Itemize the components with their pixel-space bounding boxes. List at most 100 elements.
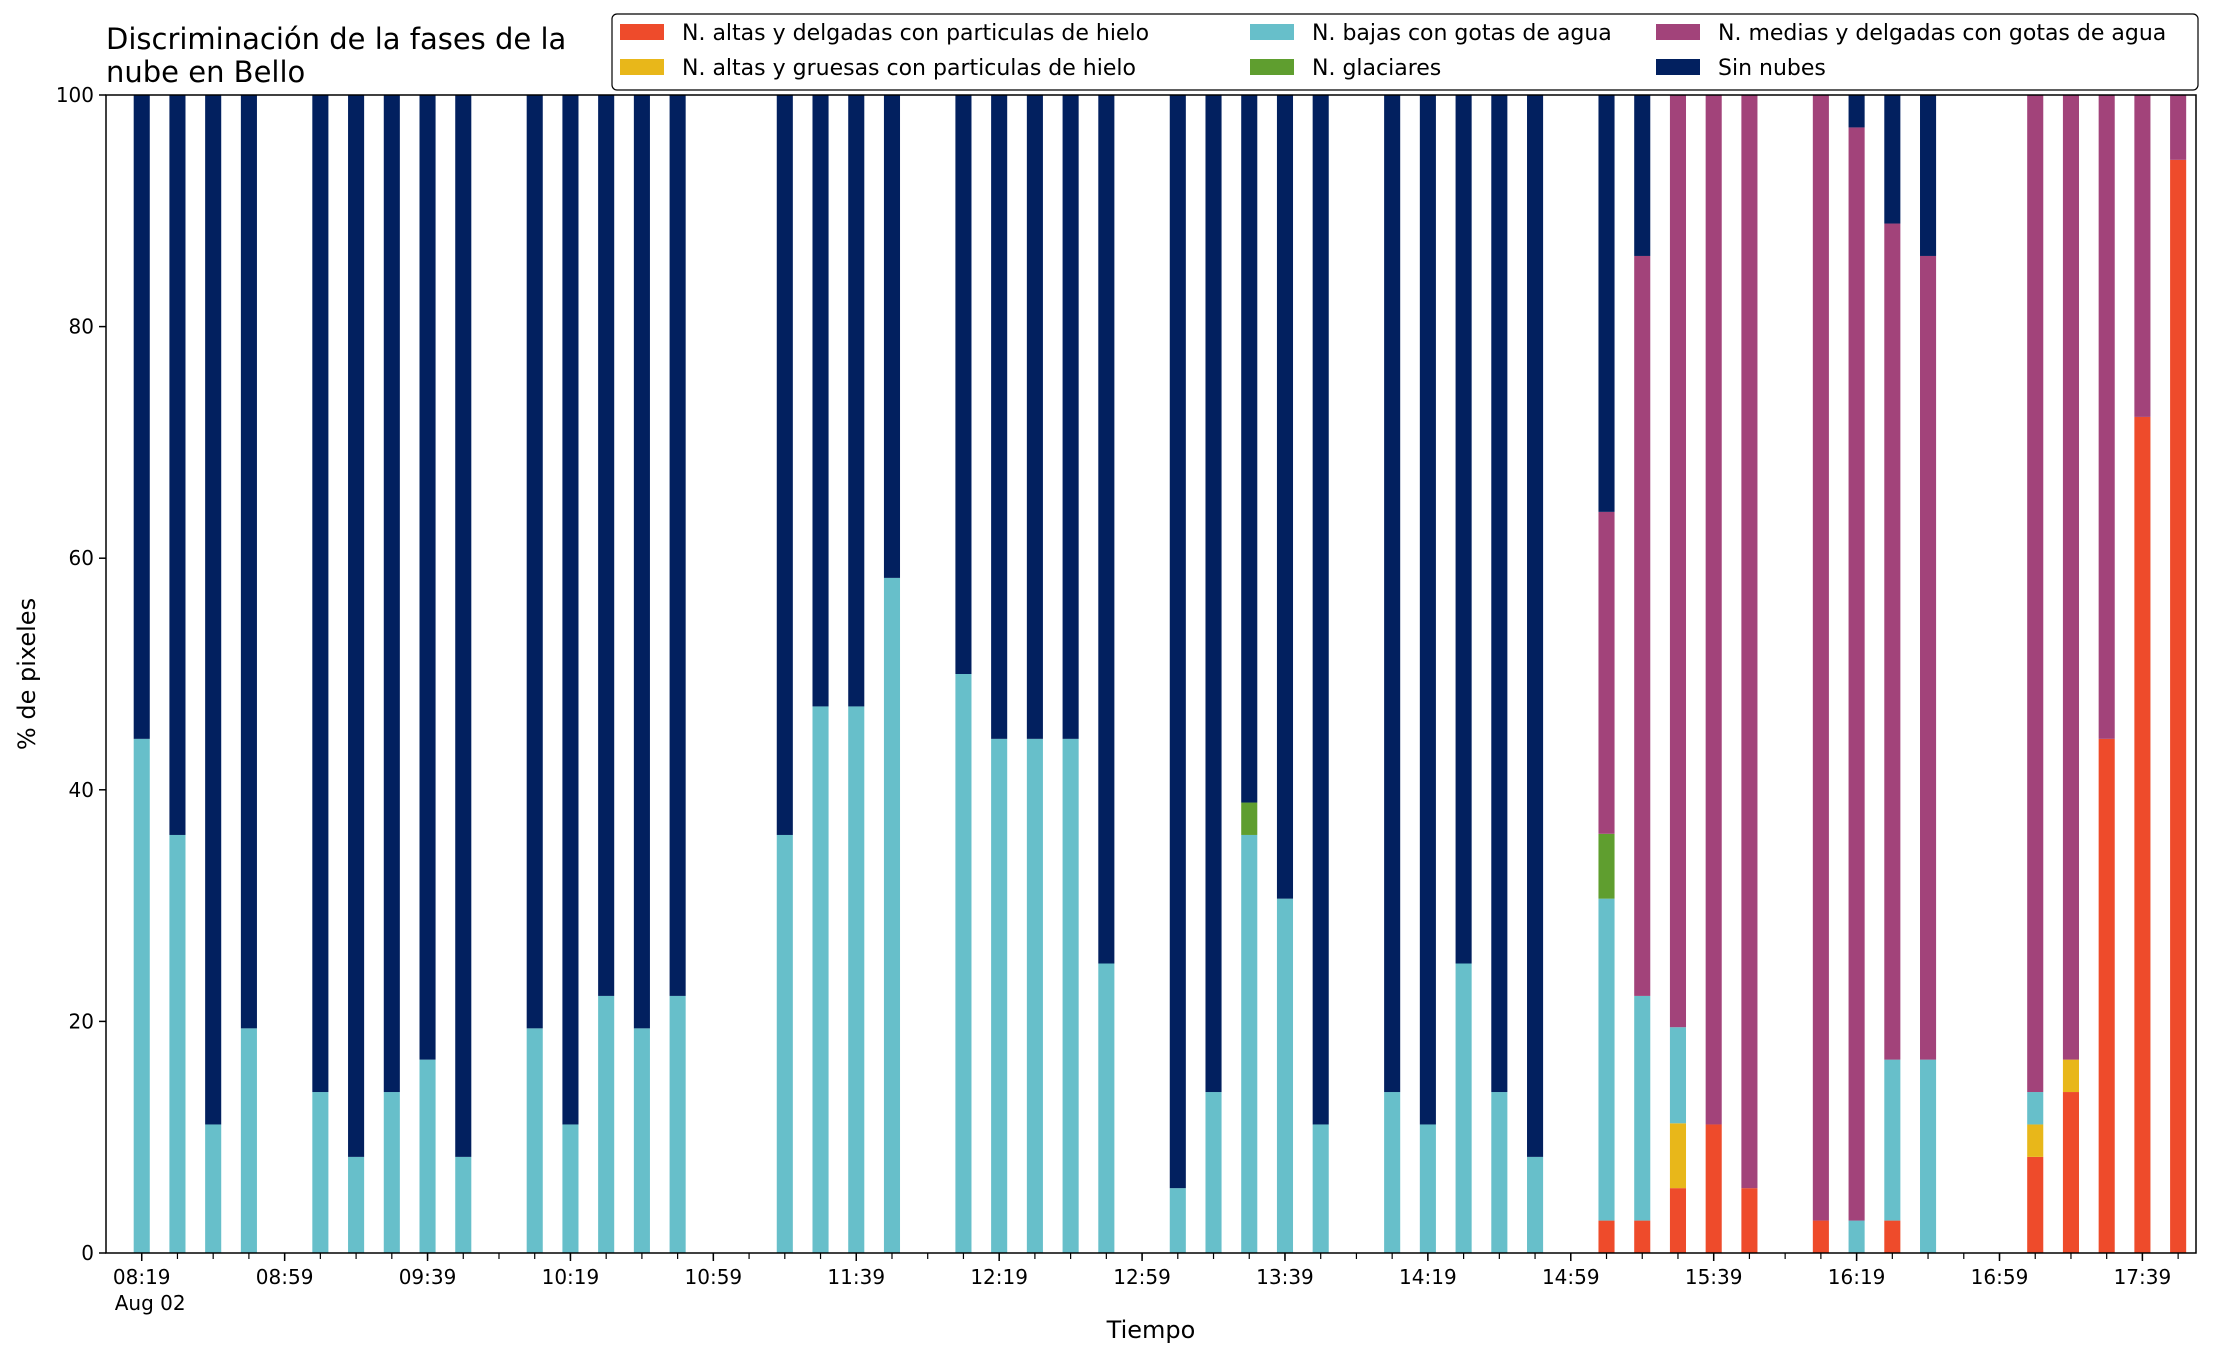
- y-tick-label: 100: [56, 83, 94, 107]
- bar-sin-34: [1634, 95, 1651, 256]
- bar-baj-33: [1598, 898, 1615, 1221]
- bar-sin-24: [1205, 95, 1222, 1093]
- legend-label-gla: N. glaciares: [1312, 56, 1441, 81]
- bar-sin-31: [1491, 95, 1508, 1093]
- y-tick-label: 60: [69, 546, 94, 570]
- bar-sin-5: [348, 95, 365, 1157]
- bar-baj-15: [812, 706, 829, 1253]
- bar-alt_del-44: [2098, 738, 2115, 1253]
- bar-alt_del-45: [2134, 416, 2151, 1253]
- bar-alt_del-40: [1884, 1220, 1901, 1253]
- bar-baj-3: [240, 1028, 257, 1253]
- plot-area-frame: [105, 94, 2197, 1254]
- bar-sin-8: [455, 95, 472, 1157]
- bar-baj-9: [526, 1028, 543, 1253]
- bar-med-34: [1634, 255, 1651, 996]
- bar-gla-33: [1598, 833, 1615, 899]
- bar-sin-1: [169, 95, 186, 835]
- bar-baj-32: [1527, 1156, 1544, 1253]
- bar-baj-13: [669, 995, 686, 1253]
- bar-sin-14: [776, 95, 793, 835]
- legend-label-baj: N. bajas con gotas de agua: [1312, 21, 1612, 46]
- bar-sin-28: [1384, 95, 1401, 1093]
- x-tick-label: 12:59: [1113, 1265, 1171, 1289]
- bar-med-41: [1920, 255, 1937, 1060]
- bar-sin-27: [1312, 95, 1329, 1125]
- bar-alt_del-37: [1741, 1188, 1758, 1253]
- legend-swatch-med: [1656, 24, 1700, 40]
- bar-baj-16: [848, 706, 865, 1253]
- bar-alt_gru-35: [1669, 1123, 1687, 1189]
- legend-swatch-alt_gru: [620, 59, 664, 75]
- bar-med-36: [1705, 95, 1722, 1125]
- chart-title-line-1: Discriminación de la fases de la: [106, 22, 566, 56]
- bar-baj-25: [1241, 834, 1258, 1253]
- legend-label-med: N. medias y delgadas con gotas de agua: [1718, 21, 2166, 46]
- x-tick-label: 08:59: [256, 1265, 314, 1289]
- y-axis-label: % de pixeles: [13, 598, 41, 750]
- bar-sin-22: [1098, 95, 1115, 964]
- bar-sin-18: [955, 95, 972, 674]
- bar-sin-19: [991, 95, 1008, 739]
- legend: N. altas y delgadas con particulas de hi…: [611, 13, 2199, 91]
- bar-med-35: [1669, 95, 1687, 1028]
- legend-swatch-baj: [1250, 24, 1294, 40]
- legend-swatch-alt_del: [620, 24, 664, 40]
- bar-sin-20: [1026, 95, 1043, 739]
- bar-alt_del-33: [1598, 1220, 1615, 1253]
- x-tick-label: 17:39: [2114, 1265, 2172, 1289]
- bar-baj-14: [776, 834, 793, 1253]
- bar-sin-13: [669, 95, 686, 996]
- bar-baj-39: [1848, 1220, 1865, 1253]
- y-tick-label: 20: [69, 1009, 94, 1033]
- bar-baj-30: [1455, 963, 1472, 1253]
- bar-alt_del-35: [1669, 1188, 1687, 1253]
- bars-group: [133, 95, 2187, 1254]
- bar-sin-41: [1920, 95, 1937, 256]
- bar-sin-12: [633, 95, 650, 1029]
- bar-baj-2: [205, 1124, 222, 1253]
- bar-baj-17: [883, 577, 901, 1253]
- y-axis: 0 20 40 60 80 100: [56, 83, 106, 1265]
- bar-baj-28: [1384, 1092, 1401, 1253]
- bar-sin-26: [1276, 95, 1294, 899]
- bar-baj-6: [383, 1092, 400, 1253]
- bar-sin-16: [848, 95, 865, 707]
- legend-swatch-gla: [1250, 59, 1294, 75]
- bar-alt_del-43: [2062, 1092, 2079, 1253]
- bar-med-46: [2170, 95, 2187, 160]
- bar-baj-11: [598, 995, 615, 1253]
- x-tick-label: 16:19: [1828, 1265, 1886, 1289]
- bar-baj-18: [955, 674, 972, 1253]
- bar-alt_del-42: [2027, 1156, 2044, 1253]
- chart-title-line-2: nube en Bello: [106, 55, 305, 89]
- x-tick-label: 13:39: [1256, 1265, 1314, 1289]
- legend-frame: [611, 13, 2199, 91]
- bar-med-33: [1598, 511, 1615, 834]
- x-tick-label: 12:19: [970, 1265, 1028, 1289]
- bar-sin-33: [1598, 95, 1615, 512]
- bar-baj-7: [419, 1059, 436, 1253]
- bar-med-37: [1741, 95, 1758, 1189]
- bar-baj-0: [133, 738, 150, 1253]
- y-tick-label: 80: [69, 315, 94, 339]
- bar-sin-10: [562, 95, 579, 1125]
- bar-med-40: [1884, 223, 1901, 1060]
- bar-alt_del-38: [1812, 1220, 1829, 1253]
- bar-baj-10: [562, 1124, 579, 1253]
- bar-alt_gru-43: [2062, 1059, 2079, 1093]
- x-axis-label: Tiempo: [1106, 1316, 1196, 1344]
- bar-baj-5: [348, 1156, 365, 1253]
- x-tick-label: 15:39: [1685, 1265, 1743, 1289]
- bar-sin-4: [312, 95, 329, 1093]
- x-tick-label: 10:59: [685, 1265, 743, 1289]
- bar-baj-1: [169, 834, 186, 1253]
- legend-swatch-sin: [1656, 59, 1700, 75]
- bar-alt_del-34: [1634, 1220, 1651, 1253]
- bar-sin-0: [133, 95, 150, 739]
- bar-sin-29: [1419, 95, 1436, 1125]
- bar-alt_del-36: [1705, 1124, 1722, 1253]
- bar-med-39: [1848, 127, 1865, 1221]
